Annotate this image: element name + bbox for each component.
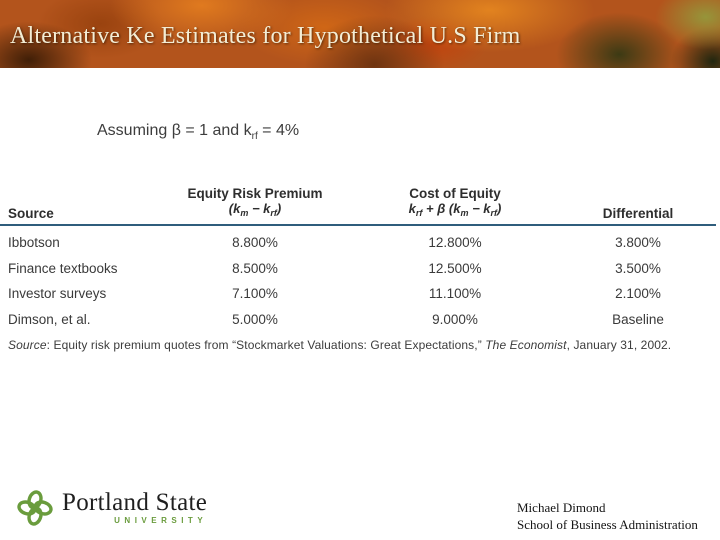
cell-coe: 12.800% bbox=[428, 235, 482, 251]
cell-source: Dimson, et al. bbox=[8, 311, 91, 327]
psu-logo-name: Portland State bbox=[62, 489, 208, 516]
author-credits: Michael Dimond School of Business Admini… bbox=[517, 500, 698, 533]
psu-logo-text: Portland State UNIVERSITY bbox=[62, 489, 208, 525]
column-header-source: Source bbox=[8, 206, 54, 221]
page-title: Alternative Ke Estimates for Hypothetica… bbox=[10, 23, 521, 49]
psu-logo: Portland State UNIVERSITY bbox=[16, 489, 207, 527]
footnote-source-label: Source bbox=[8, 338, 47, 352]
assumption-suffix: = 4% bbox=[257, 122, 300, 139]
estimates-table: Source Equity Risk Premium (km − krf) Co… bbox=[0, 186, 716, 352]
psu-knot-icon bbox=[17, 490, 53, 526]
cell-differential: Baseline bbox=[612, 311, 664, 327]
table-footnote: Source: Equity risk premium quotes from … bbox=[8, 338, 672, 352]
table-body: Ibbotson 8.800% 12.800% 3.800% Finance t… bbox=[0, 226, 716, 332]
author-school: School of Business Administration bbox=[517, 516, 698, 532]
cell-differential: 2.100% bbox=[615, 286, 661, 302]
table-row: Dimson, et al. 5.000% 9.000% Baseline bbox=[0, 307, 716, 333]
erp-header-line1: Equity Risk Premium bbox=[187, 186, 323, 201]
header-banner: Alternative Ke Estimates for Hypothetica… bbox=[0, 0, 720, 68]
table-row: Finance textbooks 8.500% 12.500% 3.500% bbox=[0, 256, 716, 282]
coe-header-formula: krf + β (km − krf) bbox=[408, 201, 502, 218]
psu-logo-university: UNIVERSITY bbox=[114, 516, 208, 525]
cell-source: Ibbotson bbox=[8, 235, 60, 251]
cell-erp: 8.800% bbox=[232, 235, 278, 251]
cell-source: Finance textbooks bbox=[8, 260, 118, 276]
author-name: Michael Dimond bbox=[517, 500, 606, 515]
cell-differential: 3.500% bbox=[615, 260, 661, 276]
cell-source: Investor surveys bbox=[8, 286, 107, 302]
coe-header-line1: Cost of Equity bbox=[409, 186, 501, 201]
column-header-cost-of-equity: Cost of Equity krf + β (km − krf) bbox=[350, 186, 560, 221]
cell-erp: 7.100% bbox=[232, 286, 278, 302]
cell-coe: 9.000% bbox=[432, 311, 478, 327]
column-header-differential: Differential bbox=[602, 206, 674, 221]
table-row: Investor surveys 7.100% 11.100% 2.100% bbox=[0, 281, 716, 307]
column-header-equity-risk-premium: Equity Risk Premium (km − krf) bbox=[160, 186, 350, 221]
erp-header-formula: (km − krf) bbox=[228, 201, 282, 218]
cell-differential: 3.800% bbox=[615, 235, 661, 251]
table-row: Ibbotson 8.800% 12.800% 3.800% bbox=[0, 230, 716, 256]
cell-coe: 12.500% bbox=[428, 260, 482, 276]
assumption-subscript: rf bbox=[251, 131, 258, 142]
assumption-prefix: Assuming β = 1 and k bbox=[97, 122, 252, 139]
cell-erp: 5.000% bbox=[232, 311, 278, 327]
cell-erp: 8.500% bbox=[232, 260, 278, 276]
cell-coe: 11.100% bbox=[428, 286, 482, 302]
assumption-text: Assuming β = 1 and krf = 4% bbox=[97, 122, 299, 142]
footnote-publication: The Economist bbox=[485, 338, 567, 352]
table-header-row: Source Equity Risk Premium (km − krf) Co… bbox=[0, 186, 716, 226]
